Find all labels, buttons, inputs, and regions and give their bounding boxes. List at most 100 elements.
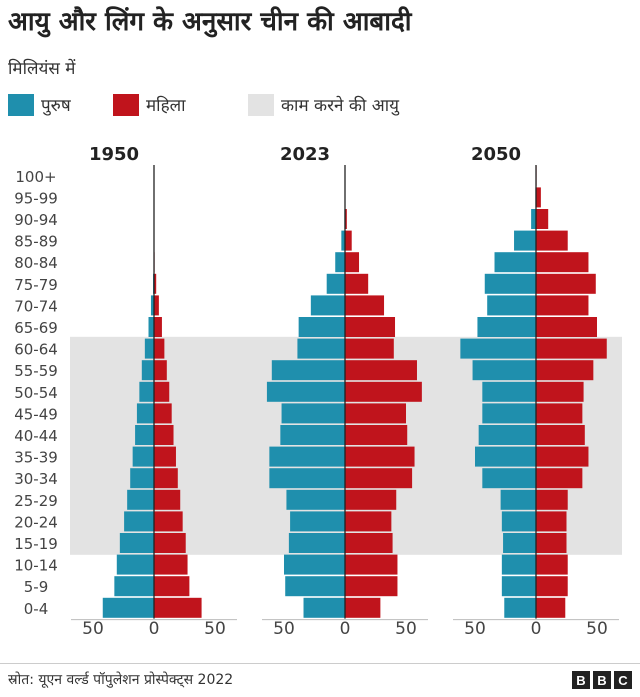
bar-female (536, 381, 584, 402)
x-tick-label: 50 (273, 619, 295, 639)
bar-male (475, 446, 536, 467)
legend-swatch-female (113, 93, 139, 116)
bar-female (345, 554, 398, 575)
bar-female (345, 338, 394, 359)
legend-label-working-age: काम करने की आयु (281, 96, 399, 116)
bar-female (154, 554, 188, 575)
bar-female (154, 468, 178, 489)
age-group-label: 30-34 (14, 470, 58, 488)
bar-male (285, 576, 345, 597)
bar-female (345, 230, 352, 251)
bar-female (536, 403, 583, 424)
chart-subtitle: मिलियंस में (8, 59, 76, 79)
bar-male (504, 597, 536, 618)
bar-male (102, 597, 154, 618)
age-group-label: 35-39 (14, 449, 58, 467)
legend-item-working-age: काम करने की आयु (248, 93, 399, 116)
bar-male (119, 533, 154, 553)
x-tick-label: 50 (464, 619, 486, 639)
bar-female (345, 576, 398, 597)
age-group-label: 80-84 (14, 254, 58, 272)
bar-male (135, 425, 154, 445)
bar-female (345, 511, 392, 532)
bar-female (536, 533, 567, 553)
bar-female (154, 273, 157, 294)
bar-female (536, 511, 567, 532)
age-group-label: 90-94 (14, 211, 58, 229)
bar-male (127, 489, 154, 510)
age-group-label: 0-4 (24, 600, 49, 618)
bar-male (484, 273, 536, 294)
bar-female (536, 338, 607, 359)
bar-female (154, 533, 186, 553)
bar-male (494, 252, 536, 273)
age-group-label: 100+ (15, 168, 56, 186)
bbc-logo-letter: B (572, 671, 590, 689)
x-tick-label: 50 (395, 619, 417, 639)
bar-female (154, 295, 159, 316)
bar-male (514, 230, 536, 251)
bar-female (345, 468, 413, 489)
bar-female (345, 425, 408, 445)
bbc-logo: B B C (572, 671, 632, 689)
bar-male (501, 554, 536, 575)
bar-female (345, 273, 369, 294)
bar-male (472, 360, 536, 381)
x-tick-label: 50 (204, 619, 226, 639)
bar-female (536, 273, 596, 294)
bar-male (271, 360, 345, 381)
bar-male (269, 446, 345, 467)
bar-female (345, 295, 385, 316)
bar-male (266, 381, 345, 402)
bar-male (284, 554, 345, 575)
bar-male (310, 295, 345, 316)
bar-male (150, 295, 154, 316)
bar-male (130, 468, 154, 489)
bar-female (345, 403, 406, 424)
legend-label-male: पुरुष (41, 96, 71, 116)
bar-female (154, 381, 170, 402)
bar-male (132, 446, 154, 467)
source-note: स्रोत: यूएन वर्ल्ड पॉपुलेशन प्रोस्पेक्ट्… (8, 672, 234, 688)
legend-item-female: महिला (113, 93, 186, 116)
age-group-label: 10-14 (14, 557, 58, 575)
legend: पुरुष महिला काम करने की आयु (8, 93, 638, 116)
bar-female (536, 230, 568, 251)
bar-male (139, 381, 154, 402)
bar-female (536, 489, 568, 510)
bar-female (154, 360, 167, 381)
bar-female (345, 597, 381, 618)
bbc-logo-letter: B (593, 671, 611, 689)
panel-year-label: 1950 (89, 144, 139, 165)
age-group-label: 25-29 (14, 492, 58, 510)
x-tick-label: 50 (586, 619, 608, 639)
bar-female (345, 446, 415, 467)
age-group-label: 85-89 (14, 233, 58, 251)
bar-female (154, 576, 190, 597)
chart-title: आयु और लिंग के अनुसार चीन की आबादी (8, 7, 412, 37)
bar-male (482, 403, 536, 424)
bar-male (501, 511, 536, 532)
age-group-label: 65-69 (14, 319, 58, 337)
age-group-label: 60-64 (14, 341, 58, 359)
bar-female (536, 209, 549, 229)
bar-female (154, 446, 176, 467)
bar-female (536, 446, 589, 467)
bar-male (141, 360, 154, 381)
age-group-label: 70-74 (14, 297, 58, 315)
bar-female (536, 554, 568, 575)
bar-male (501, 576, 536, 597)
bar-male (148, 317, 154, 337)
age-group-label: 75-79 (14, 276, 58, 294)
bar-female (345, 381, 422, 402)
bar-female (536, 187, 541, 208)
bar-female (536, 295, 589, 316)
bar-male (290, 511, 345, 532)
bar-female (154, 338, 165, 359)
legend-item-male: पुरुष (8, 93, 71, 116)
bar-male (478, 425, 536, 445)
bar-male (503, 533, 536, 553)
bar-female (154, 317, 162, 337)
age-group-label: 20-24 (14, 513, 58, 531)
bar-male (116, 554, 154, 575)
